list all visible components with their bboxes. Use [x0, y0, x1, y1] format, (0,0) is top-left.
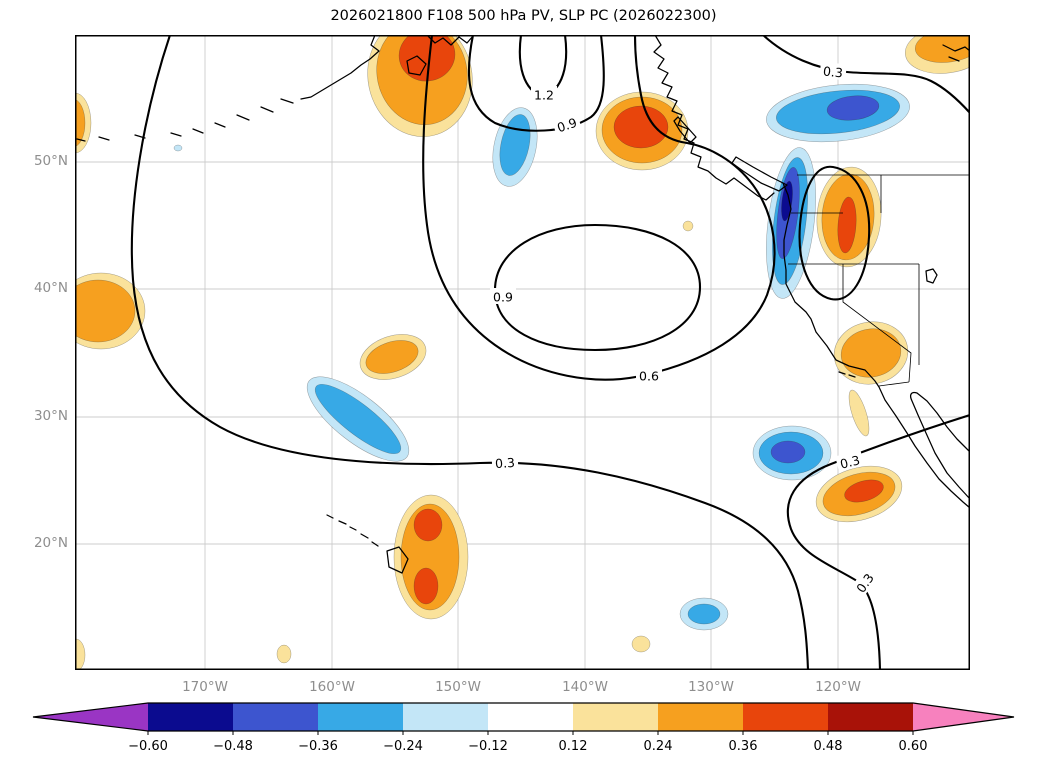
anomaly-blob [840, 328, 902, 378]
anomaly-blob [687, 603, 721, 625]
colorbar-segment [148, 703, 233, 731]
anomaly-blob [844, 479, 884, 503]
state-border [878, 381, 910, 387]
colorbar-tick-label: 0.36 [729, 739, 758, 754]
contour-label-patch [850, 567, 879, 598]
anomaly-blob [413, 508, 443, 542]
coastline [300, 35, 380, 100]
colorbar-segment [488, 703, 573, 731]
x-tick-label: 140°W [562, 679, 608, 695]
coastline [942, 44, 970, 62]
colorbar-segment [573, 703, 658, 731]
y-tick-label: 20°N [33, 535, 68, 551]
colorbar-tick-label: 0.24 [644, 739, 673, 754]
contour-label-patch [835, 450, 865, 472]
x-tick-label: 120°W [815, 679, 861, 695]
contour-label-text: 0.9 [493, 290, 513, 305]
contour-label: 1.2 [531, 86, 557, 103]
anomaly-blob [848, 389, 870, 437]
contour-line [130, 35, 810, 670]
contour-label: 0.3 [850, 567, 879, 598]
contour-label-patch [491, 453, 519, 471]
coastline [406, 55, 427, 76]
anomaly-blob [682, 220, 694, 232]
anomaly-blob [398, 35, 456, 82]
anomaly-blob [413, 567, 439, 605]
map-plot: 1.20.90.90.60.30.30.30.3 [75, 35, 970, 670]
colorbar-segment [658, 703, 743, 731]
colorbar-over-arrow [913, 703, 1014, 731]
colorbar-segment [743, 703, 828, 731]
contour-line [798, 165, 871, 301]
anomaly-blob [781, 180, 793, 222]
colorbar-segment [233, 703, 318, 731]
state-border [842, 264, 912, 383]
contour-label-patch [490, 288, 516, 304]
contour-label: 0.3 [491, 453, 519, 471]
plot-border [75, 35, 970, 670]
coastline [910, 391, 970, 500]
colorbar-tick-label: −0.36 [298, 739, 338, 754]
colorbar-under-arrow [33, 703, 148, 731]
contour-label: 0.9 [551, 112, 582, 136]
coastline [426, 35, 474, 46]
colorbar-tick-label: 0.12 [559, 739, 588, 754]
colorbar-segment [403, 703, 488, 731]
contour-label: 0.6 [636, 367, 662, 384]
anomaly-blob [75, 279, 136, 343]
coastline [326, 514, 409, 574]
coastline [925, 268, 938, 284]
anomaly-blob [613, 105, 669, 149]
contour-label-text: 0.9 [555, 115, 579, 135]
contour-line [786, 413, 970, 670]
contour-line [493, 223, 702, 352]
contour-line [422, 35, 776, 381]
contour-label-text: 0.6 [639, 369, 659, 384]
y-tick-label: 30°N [33, 408, 68, 424]
colorbar-tick-label: 0.48 [814, 739, 843, 754]
contour-label-patch [819, 61, 847, 81]
contour-label: 0.3 [819, 61, 847, 81]
contour-label-text: 0.3 [839, 452, 862, 471]
anomaly-blob [173, 144, 183, 152]
colorbar-tick-label: −0.12 [468, 739, 508, 754]
colorbar: −0.60 −0.48 −0.36 −0.24 −0.12 0.12 0.24 0.36 0.4… [32, 702, 1015, 754]
contour-label-patch [551, 112, 582, 136]
contour-line [761, 35, 970, 115]
coastline [76, 98, 294, 142]
contour-label-text: 1.2 [534, 88, 554, 103]
colorbar-tick-label: 0.60 [899, 739, 928, 754]
contour-label-patch [636, 367, 662, 383]
anomaly-blob [837, 196, 857, 254]
coastline [653, 35, 775, 201]
contour-label-text: 0.3 [822, 64, 843, 81]
anomaly-blob [365, 340, 419, 374]
anomaly-blob [314, 384, 402, 454]
y-tick-label: 50°N [33, 153, 68, 169]
colorbar-tick-label: −0.60 [128, 739, 168, 754]
colorbar-tick-label: −0.24 [383, 739, 423, 754]
y-tick-label: 40°N [33, 280, 68, 296]
figure-title: 2026021800 F108 500 hPa PV, SLP PC (2026… [330, 8, 717, 24]
anomaly-blob [75, 99, 86, 147]
contour-label-patch [531, 86, 557, 102]
anomaly-blob [826, 95, 880, 121]
x-tick-label: 150°W [435, 679, 481, 695]
x-tick-label: 170°W [182, 679, 228, 695]
coastline [838, 371, 856, 378]
contour-label: 0.9 [490, 288, 516, 305]
colorbar-segment [828, 703, 913, 731]
contour-line [467, 35, 605, 132]
contour-label-text: 0.3 [495, 455, 516, 471]
anomaly-blob [631, 635, 651, 653]
anomaly-blob [276, 644, 292, 664]
x-tick-label: 160°W [309, 679, 355, 695]
contour-label: 0.3 [835, 450, 865, 472]
colorbar-segment [318, 703, 403, 731]
coastline [782, 182, 970, 509]
x-tick-label: 130°W [688, 679, 734, 695]
anomaly-blob [770, 440, 806, 464]
colorbar-tick-label: −0.48 [213, 739, 253, 754]
